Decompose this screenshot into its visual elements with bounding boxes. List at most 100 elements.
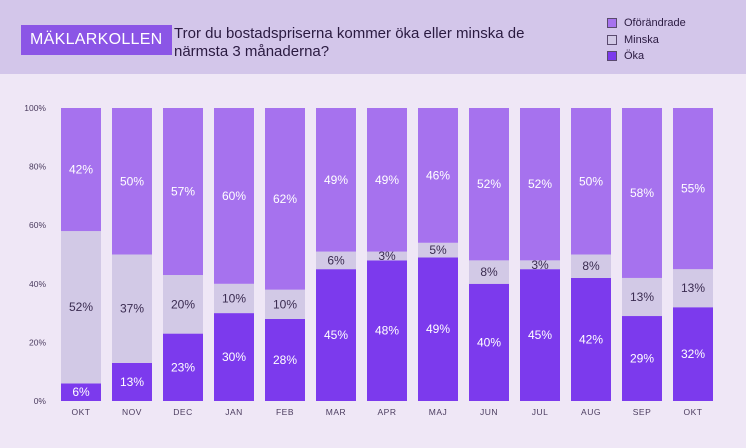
data-label: 49% xyxy=(324,173,348,187)
data-label: 58% xyxy=(630,186,654,200)
bar-segment-öka xyxy=(622,316,662,401)
bar-segment-minska xyxy=(418,242,458,258)
legend-label-oforandrade: Oförändrade xyxy=(624,17,686,30)
data-label: 10% xyxy=(273,297,297,311)
bar-segment-minska xyxy=(571,254,611,278)
legend-item-oforandrade: Oförändrade xyxy=(607,15,686,32)
x-tick-label: NOV xyxy=(122,407,142,417)
data-label: 50% xyxy=(120,174,144,188)
data-label: 13% xyxy=(120,375,144,389)
bar-segment-öka xyxy=(163,333,203,401)
legend-item-oka: Öka xyxy=(607,48,686,65)
bar-segment-öka xyxy=(61,383,101,401)
bar-segment-öka xyxy=(673,307,713,401)
bar-segment-oförändrade xyxy=(265,108,305,290)
y-tick-label: 100% xyxy=(24,103,46,113)
bar-segment-oförändrade xyxy=(520,108,560,261)
y-tick-label: 60% xyxy=(29,220,46,230)
bar-segment-oförändrade xyxy=(316,108,356,252)
bar-segment-minska xyxy=(265,289,305,319)
legend-item-minska: Minska xyxy=(607,32,686,49)
bar-segment-minska xyxy=(214,283,254,314)
bar-segment-oförändrade xyxy=(418,108,458,243)
x-tick-label: OKT xyxy=(72,407,91,417)
data-label: 45% xyxy=(324,328,348,342)
data-label: 52% xyxy=(528,177,552,191)
x-tick-label: DEC xyxy=(173,407,192,417)
data-label: 57% xyxy=(171,185,195,199)
data-label: 30% xyxy=(222,350,246,364)
data-label: 45% xyxy=(528,328,552,342)
x-tick-label: MAJ xyxy=(429,407,448,417)
data-label: 49% xyxy=(375,173,399,187)
data-label: 42% xyxy=(579,332,603,346)
data-label: 29% xyxy=(630,352,654,366)
data-label: 42% xyxy=(69,163,93,177)
brand-logo: MÄKLARKOLLEN xyxy=(21,25,172,55)
bar-segment-oförändrade xyxy=(214,108,254,284)
x-tick-label: APR xyxy=(378,407,397,417)
data-label: 6% xyxy=(72,385,90,399)
data-label: 6% xyxy=(327,253,345,267)
bar-segment-oförändrade xyxy=(61,108,101,232)
data-label: 52% xyxy=(477,177,501,191)
data-label: 10% xyxy=(222,291,246,305)
bar-segment-minska xyxy=(367,251,407,261)
chart-title: Tror du bostadspriserna kommer öka eller… xyxy=(174,25,525,60)
x-tick-label: JAN xyxy=(225,407,243,417)
data-label: 48% xyxy=(375,324,399,338)
data-label: 13% xyxy=(681,281,705,295)
data-label: 8% xyxy=(480,265,498,279)
bar-segment-öka xyxy=(520,269,560,401)
data-label: 23% xyxy=(171,360,195,374)
data-label: 32% xyxy=(681,347,705,361)
data-label: 50% xyxy=(579,174,603,188)
header-bar: MÄKLARKOLLEN Tror du bostadspriserna kom… xyxy=(0,0,746,74)
bar-segment-oförändrade xyxy=(622,108,662,278)
x-tick-label: OKT xyxy=(684,407,703,417)
data-label: 5% xyxy=(429,243,447,257)
bar-segment-oförändrade xyxy=(367,108,407,252)
legend: Oförändrade Minska Öka xyxy=(607,15,686,65)
bar-segment-minska xyxy=(112,254,152,363)
data-label: 20% xyxy=(171,297,195,311)
data-label: 60% xyxy=(222,189,246,203)
bar-segment-minska xyxy=(673,269,713,308)
x-tick-label: SEP xyxy=(633,407,652,417)
data-label: 3% xyxy=(378,249,396,263)
y-tick-label: 0% xyxy=(34,396,47,406)
bar-segment-minska xyxy=(469,260,509,284)
bar-segment-öka xyxy=(265,318,305,401)
legend-label-oka: Öka xyxy=(624,50,645,63)
bar-segment-oförändrade xyxy=(469,108,509,261)
data-label: 62% xyxy=(273,192,297,206)
bar-segment-minska xyxy=(520,260,560,270)
y-tick-label: 20% xyxy=(29,337,46,347)
bar-segment-öka xyxy=(316,269,356,401)
bar-segment-minska xyxy=(622,277,662,317)
legend-swatch-oforandrade xyxy=(607,18,617,29)
x-tick-label: JUN xyxy=(480,407,498,417)
bar-segment-oförändrade xyxy=(673,108,713,270)
y-tick-label: 40% xyxy=(29,279,46,289)
bar-segment-öka xyxy=(214,313,254,401)
bar-segment-minska xyxy=(163,275,203,334)
x-tick-label: JUL xyxy=(532,407,549,417)
data-label: 46% xyxy=(426,168,450,182)
data-label: 28% xyxy=(273,353,297,367)
data-label: 55% xyxy=(681,182,705,196)
x-tick-label: AUG xyxy=(581,407,601,417)
bar-segment-öka xyxy=(367,260,407,401)
bar-segment-minska xyxy=(61,231,101,384)
bar-segment-öka xyxy=(469,283,509,401)
x-tick-label: MAR xyxy=(326,407,346,417)
bar-segment-oförändrade xyxy=(112,108,152,255)
data-label: 49% xyxy=(426,322,450,336)
x-tick-label: FEB xyxy=(276,407,294,417)
bar-segment-oförändrade xyxy=(163,108,203,276)
data-label: 40% xyxy=(477,335,501,349)
bar-segment-öka xyxy=(418,257,458,401)
bar-segment-öka xyxy=(571,277,611,401)
bar-segment-minska xyxy=(316,251,356,270)
